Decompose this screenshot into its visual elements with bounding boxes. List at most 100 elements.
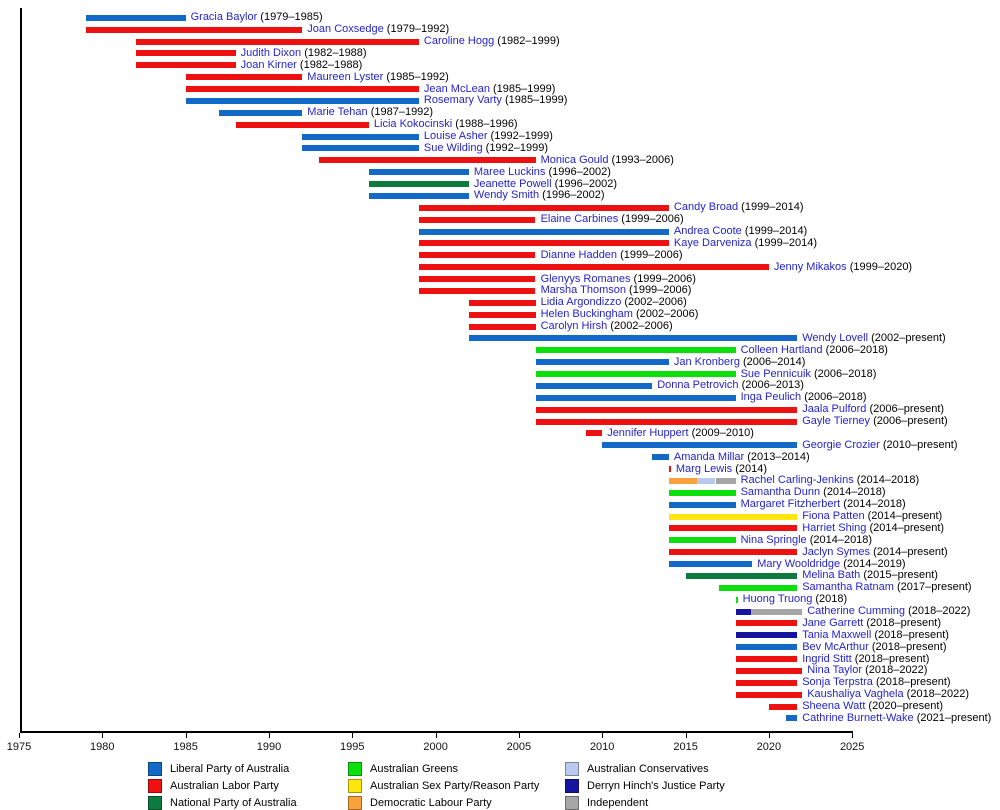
timeline-bar-labor xyxy=(468,311,536,318)
timeline-bar-labor xyxy=(668,549,798,556)
member-name: Harriet Shing xyxy=(802,521,867,534)
member-label: Elaine Carbines (1999–2006) xyxy=(541,213,684,226)
member-dates: (2014–2018) xyxy=(840,498,906,511)
member-label: Glenyys Romanes (1999–2006) xyxy=(541,273,696,286)
timeline-bar-labor xyxy=(735,656,798,662)
member-name: Joan Coxsedge xyxy=(307,23,384,36)
member-name: Amanda Millar xyxy=(673,450,745,463)
member-dates: (2015–present) xyxy=(860,569,938,582)
timeline-bar-labor xyxy=(135,62,236,69)
legend-swatch-independent xyxy=(565,796,579,810)
x-axis-tick-label: 1990 xyxy=(256,741,282,753)
member-label: Louise Asher (1992–1999) xyxy=(424,130,553,143)
member-name: Cathrine Burnett-Wake xyxy=(802,711,914,724)
timeline-bar-labor xyxy=(668,525,798,532)
x-axis-tick xyxy=(185,733,187,738)
member-dates: (1987–1992) xyxy=(367,106,434,119)
member-label: Inga Peulich (2006–2018) xyxy=(741,391,867,404)
y-axis xyxy=(20,8,22,731)
legend-label: Democratic Labour Party xyxy=(370,797,492,809)
timeline-bar-liberal xyxy=(302,133,419,140)
legend-swatch-liberal xyxy=(148,762,162,776)
timeline-bar-labor xyxy=(418,204,669,211)
member-label: Marie Tehan (1987–1992) xyxy=(307,106,433,119)
member-name: Maureen Lyster xyxy=(307,70,384,83)
member-label: Samantha Ratnam (2017–present) xyxy=(802,581,971,594)
member-name: Bev McArthur xyxy=(802,640,869,653)
legend-swatch-hinch xyxy=(565,779,579,793)
member-dates: (1988–1996) xyxy=(452,118,518,131)
member-label: Georgie Crozier (2010–present) xyxy=(802,439,957,452)
member-dates: (1985–1992) xyxy=(383,70,449,83)
member-dates: (1985–1999) xyxy=(489,82,556,95)
member-dates: (2006–2018) xyxy=(822,343,888,356)
member-name: Fiona Patten xyxy=(802,510,865,522)
x-axis-tick xyxy=(435,733,437,738)
timeline-bar-labor xyxy=(418,276,536,283)
member-name: Marg Lewis xyxy=(675,462,733,475)
member-dates: (1999–2006) xyxy=(625,284,692,297)
member-label: Donna Petrovich (2006–2013) xyxy=(657,379,804,392)
x-axis-tick-label: 1985 xyxy=(173,741,198,753)
member-name: Sue Wilding xyxy=(423,141,483,154)
timeline-bar-dlp xyxy=(668,477,698,484)
timeline-bar-labor xyxy=(735,667,803,674)
legend-label: Derryn Hinch's Justice Party xyxy=(587,780,725,792)
member-name: Georgie Crozier xyxy=(802,438,880,451)
member-dates: (2006–present) xyxy=(866,403,945,416)
member-label: Carolyn Hirsh (2002–2006) xyxy=(541,320,673,333)
legend-swatch-greens xyxy=(348,762,362,776)
member-name: Gracia Baylor xyxy=(190,11,258,24)
member-dates: (1992–1999) xyxy=(482,141,549,154)
legend-label: Independent xyxy=(587,797,649,809)
member-label: Colleen Hartland (2006–2018) xyxy=(741,344,888,357)
member-name: Carolyn Hirsh xyxy=(540,320,608,333)
member-name: Wendy Lovell xyxy=(802,331,869,344)
member-dates: (1999–2006) xyxy=(618,213,684,226)
member-name: Kaye Darveniza xyxy=(673,236,752,249)
member-dates: (2018–present) xyxy=(871,628,949,641)
member-dates: (2002–2006) xyxy=(632,308,699,321)
member-dates: (2006–2014) xyxy=(739,355,806,368)
member-name: Lidia Argondizzo xyxy=(540,296,622,309)
member-dates: (2013–2014) xyxy=(744,450,810,463)
member-dates: (1982–1988) xyxy=(296,58,363,71)
member-dates: (2010–present) xyxy=(879,438,958,451)
member-dates: (1996–2002) xyxy=(545,165,611,178)
timeline-bar-national xyxy=(685,572,798,579)
member-name: Jaala Pulford xyxy=(802,403,867,416)
member-name: Jan Kronberg xyxy=(673,355,740,368)
member-dates: (1982–1999) xyxy=(494,35,560,47)
member-name: Monica Gould xyxy=(540,153,609,166)
timeline-bar-labor xyxy=(418,240,669,247)
member-label: Sue Wilding (1992–1999) xyxy=(424,142,548,155)
member-label: Jennifer Huppert (2009–2010) xyxy=(607,427,754,440)
timeline-bar-independent xyxy=(715,477,736,484)
member-label: Jean McLean (1985–1999) xyxy=(424,83,556,96)
member-dates: (2014–present) xyxy=(866,521,945,534)
member-dates: (2018) xyxy=(812,593,848,606)
timeline-bar-reason xyxy=(668,513,798,520)
member-label: Dianne Hadden (1999–2006) xyxy=(541,249,683,262)
timeline-bar-labor xyxy=(735,679,798,686)
timeline-bar-labor xyxy=(185,86,419,92)
timeline-bar-labor xyxy=(135,50,236,57)
timeline-bar-liberal xyxy=(368,169,469,176)
member-name: Tania Maxwell xyxy=(802,628,872,641)
timeline-bar-labor xyxy=(468,323,536,330)
legend-swatch-dlp xyxy=(348,796,362,810)
member-dates: (2014–present) xyxy=(870,545,948,558)
member-dates: (2018–present) xyxy=(863,616,941,629)
member-dates: (2018–2022) xyxy=(862,664,928,677)
member-name: Nina Taylor xyxy=(807,664,863,677)
member-dates: (1999–2006) xyxy=(617,248,683,261)
timeline-bar-labor xyxy=(668,466,671,473)
x-axis-tick-label: 1975 xyxy=(6,741,32,753)
member-dates: (1992–1999) xyxy=(487,130,553,143)
member-dates: (2006–2013) xyxy=(738,379,804,392)
member-label: Maree Luckins (1996–2002) xyxy=(474,166,611,179)
x-axis-tick-label: 2015 xyxy=(673,741,698,753)
member-label: Fiona Patten (2014–present) xyxy=(802,510,942,523)
timeline-bar-labor xyxy=(535,418,798,425)
x-axis-tick-label: 2025 xyxy=(839,741,865,753)
